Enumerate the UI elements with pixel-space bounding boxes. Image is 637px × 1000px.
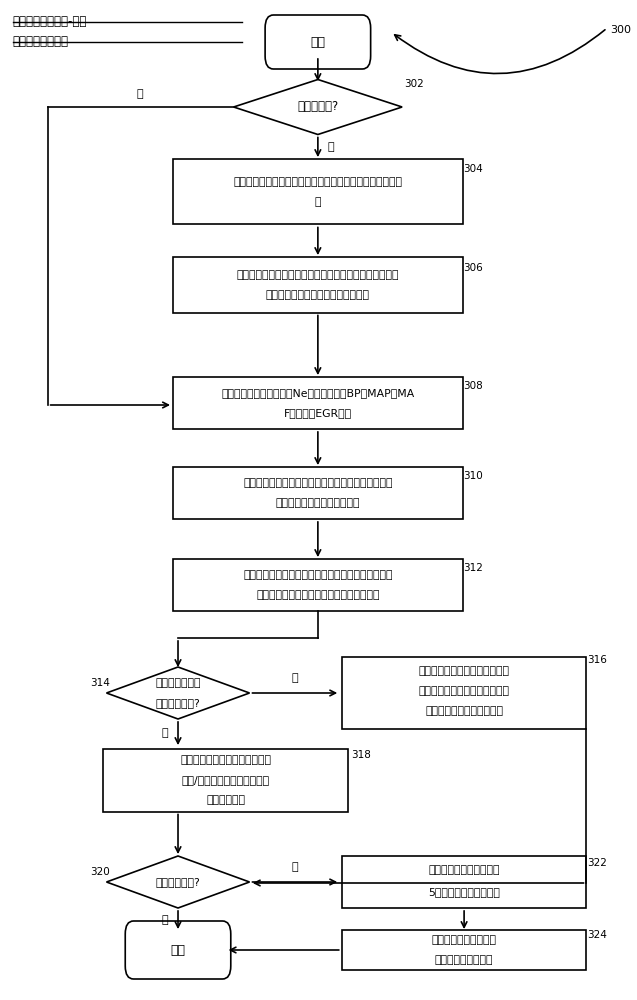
Bar [173, 559, 462, 611]
Text: 中断经由可变高压直接喷射燃料: 中断经由可变高压直接喷射燃料 [419, 666, 510, 676]
Text: 轨和/或固定高压直接喷射燃料: 轨和/或固定高压直接喷射燃料 [182, 775, 269, 785]
Text: 基于燃料喷射分布调整可变压力直接喷射燃料轨的压: 基于燃料喷射分布调整可变压力直接喷射燃料轨的压 [243, 570, 392, 580]
Text: 304: 304 [463, 164, 483, 174]
Bar [173, 257, 462, 312]
Text: 是: 是 [327, 142, 334, 152]
Text: 值调整燃料喷射分布: 值调整燃料喷射分布 [435, 955, 493, 965]
Bar [341, 856, 587, 908]
Bar [173, 467, 462, 519]
Text: 302: 302 [404, 79, 424, 89]
Text: 获悉喷射器传递函数（图: 获悉喷射器传递函数（图 [428, 865, 500, 875]
Text: 316: 316 [587, 655, 606, 665]
Polygon shape [106, 856, 250, 908]
Text: 基于更新的喷射器增益: 基于更新的喷射器增益 [432, 935, 497, 945]
Bar [173, 159, 462, 224]
Text: 324: 324 [587, 930, 606, 940]
Text: 轨的燃料输送: 轨的燃料输送 [206, 795, 245, 805]
Text: 开始: 开始 [310, 35, 326, 48]
Text: 300: 300 [610, 25, 631, 35]
Text: 基于发动机工况确定燃料喷射分布（例如，燃料分流: 基于发动机工况确定燃料喷射分布（例如，燃料分流 [243, 478, 392, 488]
Text: F、增压、EGR等）: F、增压、EGR等） [284, 408, 352, 418]
Text: 5）。更新喷射器增益值: 5）。更新喷射器增益值 [428, 887, 500, 897]
Polygon shape [234, 80, 402, 134]
Bar [341, 657, 587, 729]
Text: 在发动机已经变热之后转变到经由可变高压直接喷射燃料: 在发动机已经变热之后转变到经由可变高压直接喷射燃料 [236, 270, 399, 280]
Text: 320: 320 [90, 867, 110, 877]
Bar [103, 748, 348, 812]
Text: 轨作为一次或多次燃料喷射输送燃料: 轨作为一次或多次燃料喷射输送燃料 [266, 290, 370, 300]
Text: 轨的燃料输送并且仅经由固定高: 轨的燃料输送并且仅经由固定高 [419, 686, 510, 696]
Text: 确定发动机工况（例如，Ne、转矩需求、BP、MAP、MA: 确定发动机工况（例如，Ne、转矩需求、BP、MAP、MA [221, 388, 415, 398]
Text: 是: 是 [292, 862, 298, 872]
Text: 312: 312 [463, 563, 483, 573]
Text: 318: 318 [352, 750, 371, 760]
Text: 否: 否 [162, 728, 168, 738]
FancyBboxPatch shape [125, 921, 231, 979]
Text: 是: 是 [292, 673, 298, 683]
Text: 压直接喷射燃料轨输送燃料: 压直接喷射燃料轨输送燃料 [425, 706, 503, 716]
FancyBboxPatch shape [265, 15, 371, 69]
Text: 否: 否 [136, 89, 143, 99]
Text: 可变压力直接喷射-固定: 可变压力直接喷射-固定 [13, 15, 87, 28]
Text: 到低负荷工况?: 到低负荷工况? [155, 698, 201, 708]
Text: 322: 322 [587, 858, 606, 868]
Text: 力设定。根据确定的燃料喷射分布输送燃料: 力设定。根据确定的燃料喷射分布输送燃料 [256, 590, 380, 600]
Text: 310: 310 [463, 471, 483, 481]
Polygon shape [106, 667, 250, 719]
Bar [173, 377, 462, 429]
Text: 热: 热 [315, 197, 321, 207]
Text: 比、喷射次数、喷射正时等）: 比、喷射次数、喷射正时等） [276, 498, 360, 508]
Text: 314: 314 [90, 678, 110, 688]
Bar [341, 930, 587, 970]
Text: 冷启动工况?: 冷启动工况? [297, 101, 338, 113]
Text: 继续经由可变高压直接喷射燃料: 继续经由可变高压直接喷射燃料 [180, 755, 271, 765]
Text: 否: 否 [162, 915, 168, 925]
Text: 结束: 结束 [171, 944, 185, 956]
Text: 获悉条件满足?: 获悉条件满足? [155, 877, 201, 887]
Text: 经由固定高压直接喷射燃料轨道输送燃料直到发动机已经变: 经由固定高压直接喷射燃料轨道输送燃料直到发动机已经变 [233, 177, 403, 187]
Text: 压力直接喷射系统: 压力直接喷射系统 [13, 35, 69, 48]
Text: 306: 306 [463, 263, 483, 273]
Text: 松开加速器踏板: 松开加速器踏板 [155, 678, 201, 688]
Text: 308: 308 [463, 381, 483, 391]
